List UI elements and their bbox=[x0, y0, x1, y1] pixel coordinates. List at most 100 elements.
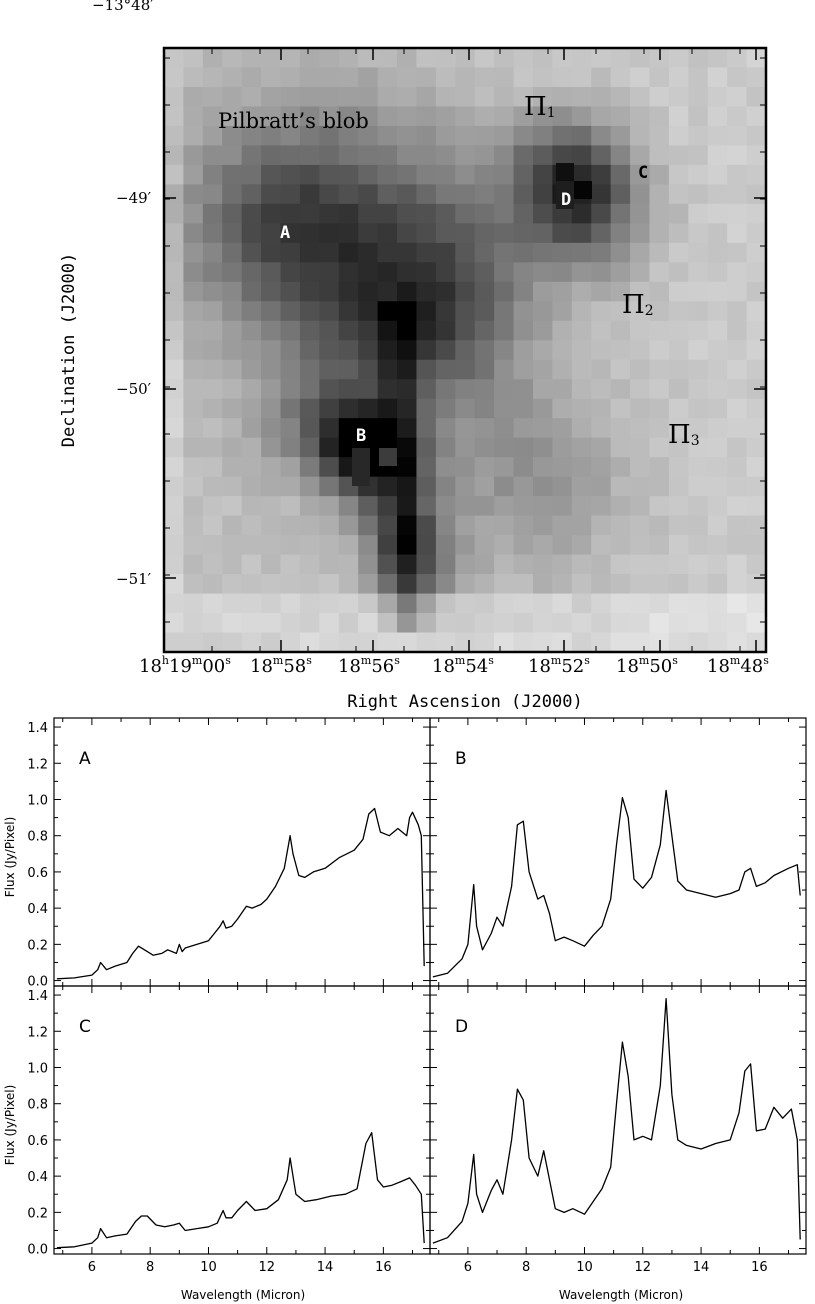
map-pixel bbox=[474, 457, 495, 478]
map-pixel bbox=[630, 476, 651, 497]
map-pixel bbox=[746, 574, 767, 595]
map-pixel bbox=[183, 340, 204, 361]
map-pixel bbox=[319, 554, 340, 575]
map-pixel bbox=[591, 262, 612, 283]
map-pixel bbox=[261, 106, 282, 127]
map-pixel bbox=[299, 242, 320, 263]
map-pixel bbox=[397, 554, 418, 575]
map-pixel bbox=[649, 359, 670, 380]
map-pixel bbox=[688, 67, 709, 88]
map-pixel bbox=[164, 125, 185, 147]
map-pixel bbox=[241, 223, 262, 244]
map-pixel bbox=[532, 223, 553, 244]
map-pixel bbox=[358, 223, 379, 244]
map-pixel bbox=[474, 281, 495, 302]
y-tick-label: 0.6 bbox=[27, 1134, 48, 1149]
map-pixel bbox=[222, 340, 243, 361]
map-pixel bbox=[319, 359, 340, 380]
map-pixel bbox=[319, 203, 340, 224]
map-pixel bbox=[746, 86, 767, 108]
map-pixel bbox=[164, 320, 185, 341]
map-pixel bbox=[746, 184, 767, 205]
map-pixel bbox=[358, 515, 379, 536]
map-pixel bbox=[164, 496, 185, 517]
map-pixel bbox=[397, 106, 418, 127]
map-pixel bbox=[241, 145, 262, 166]
map-pixel bbox=[319, 340, 340, 361]
map-pixel bbox=[358, 398, 379, 419]
map-pixel bbox=[552, 262, 573, 283]
map-pixel bbox=[241, 203, 262, 224]
map-pixel-bright-source bbox=[379, 448, 397, 466]
map-pixel bbox=[319, 496, 340, 517]
map-pixel bbox=[474, 554, 495, 575]
map-pixel bbox=[358, 496, 379, 517]
map-pixel bbox=[727, 340, 748, 361]
map-pixel bbox=[164, 242, 185, 263]
map-pixel bbox=[591, 223, 612, 244]
map-pixel bbox=[649, 184, 670, 205]
map-pixel bbox=[261, 593, 282, 614]
map-pixel bbox=[299, 262, 320, 283]
map-pixel bbox=[222, 262, 243, 283]
map-pixel bbox=[241, 535, 262, 556]
map-pixel bbox=[688, 145, 709, 166]
y-tick-label: 0.0 bbox=[27, 1243, 48, 1258]
map-pixel bbox=[571, 106, 592, 127]
map-pixel bbox=[552, 125, 573, 147]
map-pixel bbox=[630, 340, 651, 361]
map-pixel bbox=[377, 340, 398, 361]
panel-frame bbox=[53, 985, 431, 1255]
map-pixel bbox=[532, 86, 553, 108]
map-pixel bbox=[532, 281, 553, 302]
annotation-region-pi3: Π3 bbox=[668, 420, 700, 450]
map-pixel bbox=[338, 281, 359, 302]
map-pixel bbox=[630, 203, 651, 224]
map-pixel bbox=[571, 418, 592, 439]
map-pixel bbox=[630, 554, 651, 575]
map-pixel bbox=[164, 418, 185, 439]
map-pixel bbox=[183, 48, 204, 69]
map-pixel bbox=[164, 67, 185, 88]
map-pixel bbox=[649, 515, 670, 536]
map-pixel bbox=[746, 554, 767, 575]
map-pixel bbox=[183, 106, 204, 127]
map-pixel bbox=[688, 613, 709, 634]
map-pixel bbox=[591, 203, 612, 224]
map-pixel bbox=[610, 437, 631, 458]
map-pixel bbox=[299, 379, 320, 400]
map-pixel bbox=[727, 515, 748, 536]
map-pixel bbox=[591, 535, 612, 556]
annotation-point-b: B bbox=[356, 426, 366, 446]
map-pixel bbox=[261, 574, 282, 595]
map-pixel bbox=[552, 418, 573, 439]
map-pixel bbox=[299, 437, 320, 458]
map-pixel bbox=[532, 184, 553, 205]
map-pixel bbox=[513, 535, 534, 556]
map-pixel bbox=[474, 379, 495, 400]
map-pixel bbox=[241, 262, 262, 283]
map-pixel bbox=[513, 184, 534, 205]
map-pixel bbox=[299, 223, 320, 244]
map-pixel bbox=[435, 535, 456, 556]
map-pixel bbox=[610, 164, 631, 185]
map-pixel bbox=[416, 67, 437, 88]
map-pixel bbox=[338, 418, 359, 439]
map-pixel bbox=[494, 554, 515, 575]
panel-frame bbox=[429, 985, 807, 1255]
map-pixel bbox=[513, 164, 534, 185]
map-pixel bbox=[202, 418, 223, 439]
map-pixel bbox=[280, 106, 301, 127]
map-pixel bbox=[222, 184, 243, 205]
map-pixel bbox=[552, 554, 573, 575]
map-pixel bbox=[299, 535, 320, 556]
map-pixel bbox=[241, 574, 262, 595]
map-pixel bbox=[455, 593, 476, 614]
map-pixel bbox=[727, 457, 748, 478]
map-pixel bbox=[668, 145, 689, 166]
map-pixel bbox=[630, 437, 651, 458]
map-pixel bbox=[474, 320, 495, 341]
map-pixel bbox=[280, 398, 301, 419]
spectra-x-axis-title-left: Wavelength (Micron) bbox=[181, 1288, 305, 1302]
map-pixel bbox=[377, 86, 398, 108]
